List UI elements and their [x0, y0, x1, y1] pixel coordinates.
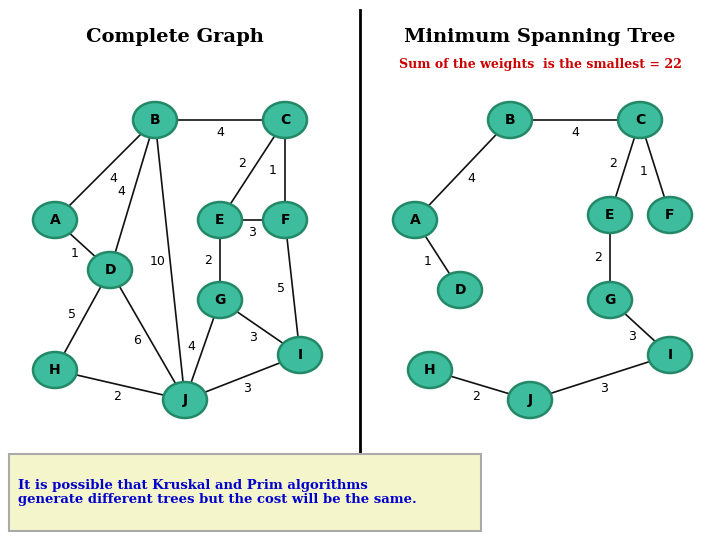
Ellipse shape — [33, 352, 77, 388]
Text: E: E — [215, 213, 225, 227]
Text: 5: 5 — [68, 308, 76, 321]
Text: G: G — [604, 293, 616, 307]
Text: It is possible that Kruskal and Prim algorithms
generate different trees but the: It is possible that Kruskal and Prim alg… — [18, 478, 417, 507]
Text: 2: 2 — [610, 157, 618, 171]
Ellipse shape — [263, 102, 307, 138]
Text: E: E — [606, 208, 615, 222]
Ellipse shape — [648, 197, 692, 233]
Text: F: F — [280, 213, 289, 227]
Ellipse shape — [263, 202, 307, 238]
Text: Sum of the weights  is the smallest = 22: Sum of the weights is the smallest = 22 — [399, 58, 681, 71]
Text: A: A — [410, 213, 420, 227]
Text: 2: 2 — [204, 253, 212, 267]
Text: J: J — [182, 393, 188, 407]
Text: B: B — [150, 113, 161, 127]
Text: 2: 2 — [238, 157, 246, 170]
Text: 10: 10 — [150, 255, 166, 268]
Text: C: C — [280, 113, 290, 127]
Text: H: H — [49, 363, 60, 377]
Ellipse shape — [88, 252, 132, 288]
Ellipse shape — [198, 202, 242, 238]
Text: D: D — [454, 283, 466, 297]
Text: 1: 1 — [639, 165, 647, 178]
Text: 2: 2 — [594, 251, 602, 264]
Ellipse shape — [508, 382, 552, 418]
Text: 4: 4 — [117, 185, 125, 198]
Ellipse shape — [133, 102, 177, 138]
Text: 4: 4 — [187, 340, 195, 353]
Text: 2: 2 — [113, 390, 121, 403]
Text: 1: 1 — [269, 164, 277, 177]
Text: A: A — [50, 213, 60, 227]
Text: I: I — [667, 348, 672, 362]
Text: 3: 3 — [249, 331, 257, 344]
Text: G: G — [215, 293, 225, 307]
Ellipse shape — [438, 272, 482, 308]
Ellipse shape — [393, 202, 437, 238]
Text: 4: 4 — [216, 125, 224, 138]
Ellipse shape — [278, 337, 322, 373]
Text: C: C — [635, 113, 645, 127]
Ellipse shape — [488, 102, 532, 138]
Text: 6: 6 — [133, 334, 141, 348]
Text: B: B — [505, 113, 516, 127]
Text: 3: 3 — [628, 330, 636, 343]
Text: 3: 3 — [248, 226, 256, 239]
Ellipse shape — [648, 337, 692, 373]
Ellipse shape — [588, 197, 632, 233]
Text: Complete Graph: Complete Graph — [86, 28, 264, 46]
Text: 2: 2 — [472, 390, 480, 403]
Text: 4: 4 — [571, 125, 579, 138]
Text: H: H — [424, 363, 436, 377]
Text: 1: 1 — [71, 247, 78, 260]
Text: 3: 3 — [243, 382, 251, 395]
Ellipse shape — [33, 202, 77, 238]
Text: 5: 5 — [276, 282, 284, 295]
Ellipse shape — [198, 282, 242, 318]
Text: D: D — [104, 263, 116, 277]
Ellipse shape — [408, 352, 452, 388]
FancyBboxPatch shape — [9, 454, 481, 531]
Ellipse shape — [163, 382, 207, 418]
Text: 3: 3 — [600, 382, 608, 395]
Text: 1: 1 — [423, 255, 431, 268]
Ellipse shape — [588, 282, 632, 318]
Text: I: I — [297, 348, 302, 362]
Text: 4: 4 — [467, 172, 475, 185]
Text: J: J — [528, 393, 533, 407]
Ellipse shape — [618, 102, 662, 138]
Text: 4: 4 — [109, 172, 117, 185]
Text: F: F — [665, 208, 675, 222]
Text: Minimum Spanning Tree: Minimum Spanning Tree — [405, 28, 675, 46]
